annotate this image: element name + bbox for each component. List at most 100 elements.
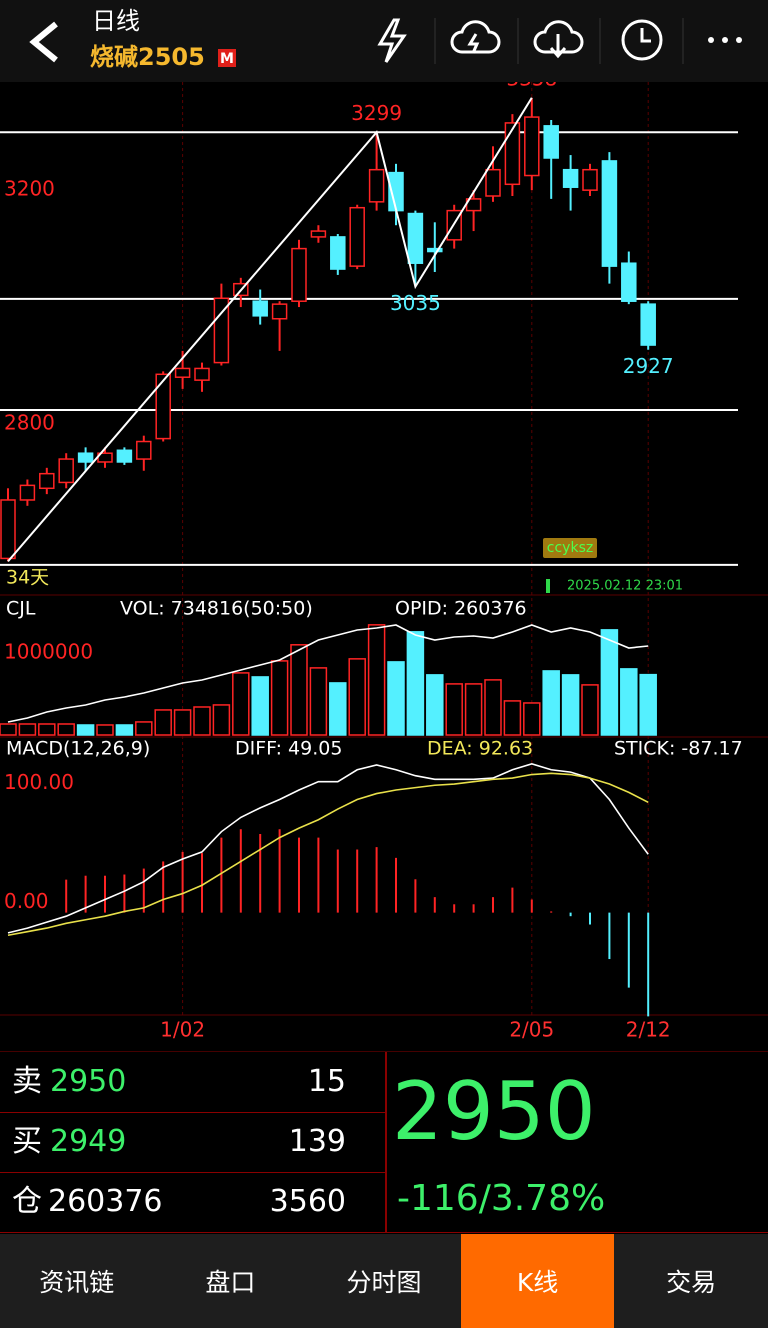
- candle-body: [601, 160, 618, 267]
- volume-bar: [620, 668, 638, 736]
- volume-bar: [426, 674, 444, 736]
- tab[interactable]: K线: [460, 1234, 615, 1328]
- flash-icon[interactable]: [377, 18, 407, 63]
- quantity: 139: [288, 1124, 346, 1159]
- row-border: [0, 1172, 385, 1173]
- legend-entry: VOL: 734816(50:50): [120, 598, 313, 620]
- volume-bar: [542, 670, 560, 736]
- volume-bar: [503, 700, 522, 736]
- row-border: [0, 1112, 385, 1113]
- tab[interactable]: 交易: [666, 1268, 717, 1297]
- volume-bar: [270, 660, 289, 736]
- tab[interactable]: 分时图: [346, 1268, 422, 1297]
- price-annotation: 3299: [351, 101, 402, 125]
- quantity: 15: [307, 1064, 346, 1099]
- volume-bar: [464, 683, 483, 736]
- volume-bar: [600, 629, 619, 736]
- volume-bar: [232, 672, 250, 736]
- candle-body: [116, 449, 133, 463]
- legend-entry: DIFF: 49.05: [235, 738, 342, 760]
- page-title: 日线: [92, 7, 140, 35]
- volume-bar: [581, 684, 599, 736]
- legend-entry: STICK: -87.17: [614, 738, 743, 760]
- last-price: 2950: [392, 1065, 596, 1158]
- volume-bar: [135, 721, 153, 736]
- candle-body: [174, 367, 191, 378]
- candle-body: [640, 303, 656, 346]
- tab[interactable]: 盘口: [205, 1268, 256, 1297]
- candle-body: [155, 373, 171, 440]
- y-tick-label: 100.00: [4, 770, 74, 794]
- volume-bar: [96, 724, 114, 736]
- panel-title: MACD(12,26,9): [6, 738, 150, 760]
- candle-body: [349, 206, 365, 267]
- candle-body: [136, 440, 152, 460]
- candle-body: [310, 230, 327, 238]
- volume-bar: [484, 679, 502, 736]
- y-tick-label: 1000000: [4, 639, 93, 663]
- side-label: 卖: [12, 1064, 42, 1099]
- tab[interactable]: 资讯链: [39, 1268, 115, 1297]
- volume-bar: [0, 723, 17, 736]
- candle-body: [368, 168, 385, 203]
- back-button[interactable]: [29, 21, 58, 63]
- clock-hands: [640, 28, 651, 43]
- volume-bar: [251, 676, 269, 736]
- price: 2950: [50, 1064, 127, 1099]
- macd-line: [7, 762, 649, 934]
- x-tick-label: 2/05: [509, 1018, 554, 1042]
- cloud-flash-icon[interactable]: [450, 20, 501, 54]
- volume-bar: [387, 661, 405, 736]
- legend-entry: DEA: 92.63: [427, 738, 533, 760]
- y-tick-label: 2800: [4, 410, 55, 434]
- volume-bar: [523, 702, 541, 736]
- chart-area: 1/02 2/05 2/12 2800 3200 3299 3035 3358 2927 34天 c…: [0, 82, 768, 1052]
- bottom-border: [0, 1232, 768, 1233]
- volume-bar: [329, 682, 347, 736]
- price-annotation: 3035: [390, 291, 441, 315]
- y-tick-label: 3200: [4, 177, 55, 201]
- candle-body: [0, 499, 16, 560]
- volume-bar: [154, 709, 172, 736]
- volume-bar: [309, 667, 328, 736]
- candle-body: [213, 297, 230, 364]
- candle-body: [582, 168, 598, 191]
- candle-body: [58, 458, 74, 484]
- volume-bar: [18, 723, 37, 736]
- price-change: -116/3.78%: [397, 1178, 606, 1219]
- tag-bg: [543, 538, 597, 558]
- volume-bar: [193, 706, 211, 736]
- macd-line: [7, 772, 649, 937]
- candle-body: [543, 125, 559, 159]
- candle-body: [252, 300, 268, 317]
- volume-bar: [290, 644, 308, 736]
- volume-bar: [445, 683, 463, 736]
- candle-body: [562, 168, 579, 188]
- period-label: 34天: [6, 567, 49, 589]
- quantity: 3560: [269, 1184, 346, 1219]
- x-tick-label: 1/02: [160, 1018, 205, 1042]
- cloud-download-icon[interactable]: [533, 20, 584, 59]
- more-icon[interactable]: [708, 37, 742, 43]
- volume-bar: [173, 709, 192, 736]
- column-border: [385, 1052, 387, 1233]
- x-tick-label: 2/12: [626, 1018, 671, 1042]
- volume-bar: [38, 723, 56, 736]
- candle-body: [271, 303, 288, 320]
- open-interest-line: [7, 624, 649, 723]
- price: 2949: [50, 1124, 127, 1159]
- badge-bg: [218, 49, 236, 67]
- candle-body: [19, 484, 36, 501]
- candle-body: [504, 122, 521, 186]
- side-label: 买: [12, 1124, 42, 1159]
- timestamp: 2025.02.12 23:01: [567, 579, 683, 594]
- time-marker: [546, 579, 550, 593]
- candle-body: [291, 247, 307, 302]
- candle-body: [330, 236, 346, 270]
- zigzag-line: [7, 97, 533, 563]
- history-icon[interactable]: [621, 19, 663, 61]
- tab-bar: 资讯链 盘口 分时图 K线 交易: [0, 1234, 768, 1328]
- candle-body: [77, 452, 94, 463]
- candle-body: [39, 472, 55, 490]
